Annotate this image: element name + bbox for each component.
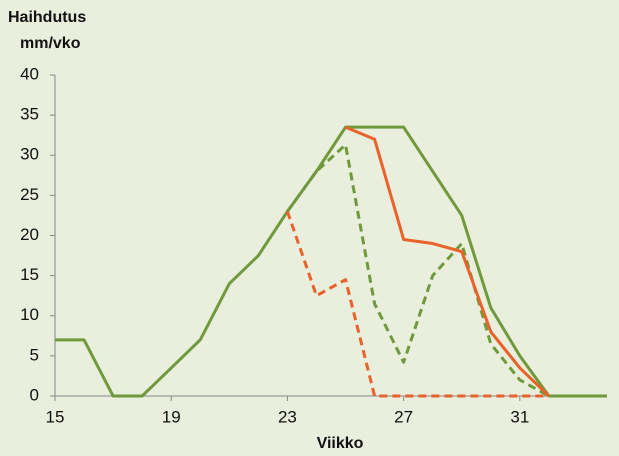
x-tick-label: 31 bbox=[510, 407, 529, 426]
x-tick-label: 27 bbox=[394, 407, 413, 426]
series-line bbox=[286, 143, 550, 398]
y-tick-label: 15 bbox=[20, 265, 39, 284]
y-tick-label: 35 bbox=[20, 105, 39, 124]
y-tick-label: 40 bbox=[20, 64, 39, 83]
series-line bbox=[286, 210, 549, 398]
series-line bbox=[55, 125, 607, 398]
x-axis-label: Viikko bbox=[317, 435, 364, 452]
x-tick-label: 19 bbox=[162, 407, 181, 426]
y-tick-label: 10 bbox=[20, 305, 39, 324]
y-tick-label: 20 bbox=[20, 225, 39, 244]
y-tick-label: 0 bbox=[30, 385, 39, 404]
x-tick-label: 15 bbox=[46, 407, 65, 426]
series-line bbox=[344, 125, 550, 398]
y-tick-label: 25 bbox=[20, 185, 39, 204]
y-tick-label: 5 bbox=[30, 345, 39, 364]
y-axis-label: mm/vko bbox=[20, 35, 81, 52]
y-axis-label: Haihdutus bbox=[8, 9, 86, 26]
x-tick-label: 23 bbox=[278, 407, 297, 426]
y-tick-label: 30 bbox=[20, 145, 39, 164]
